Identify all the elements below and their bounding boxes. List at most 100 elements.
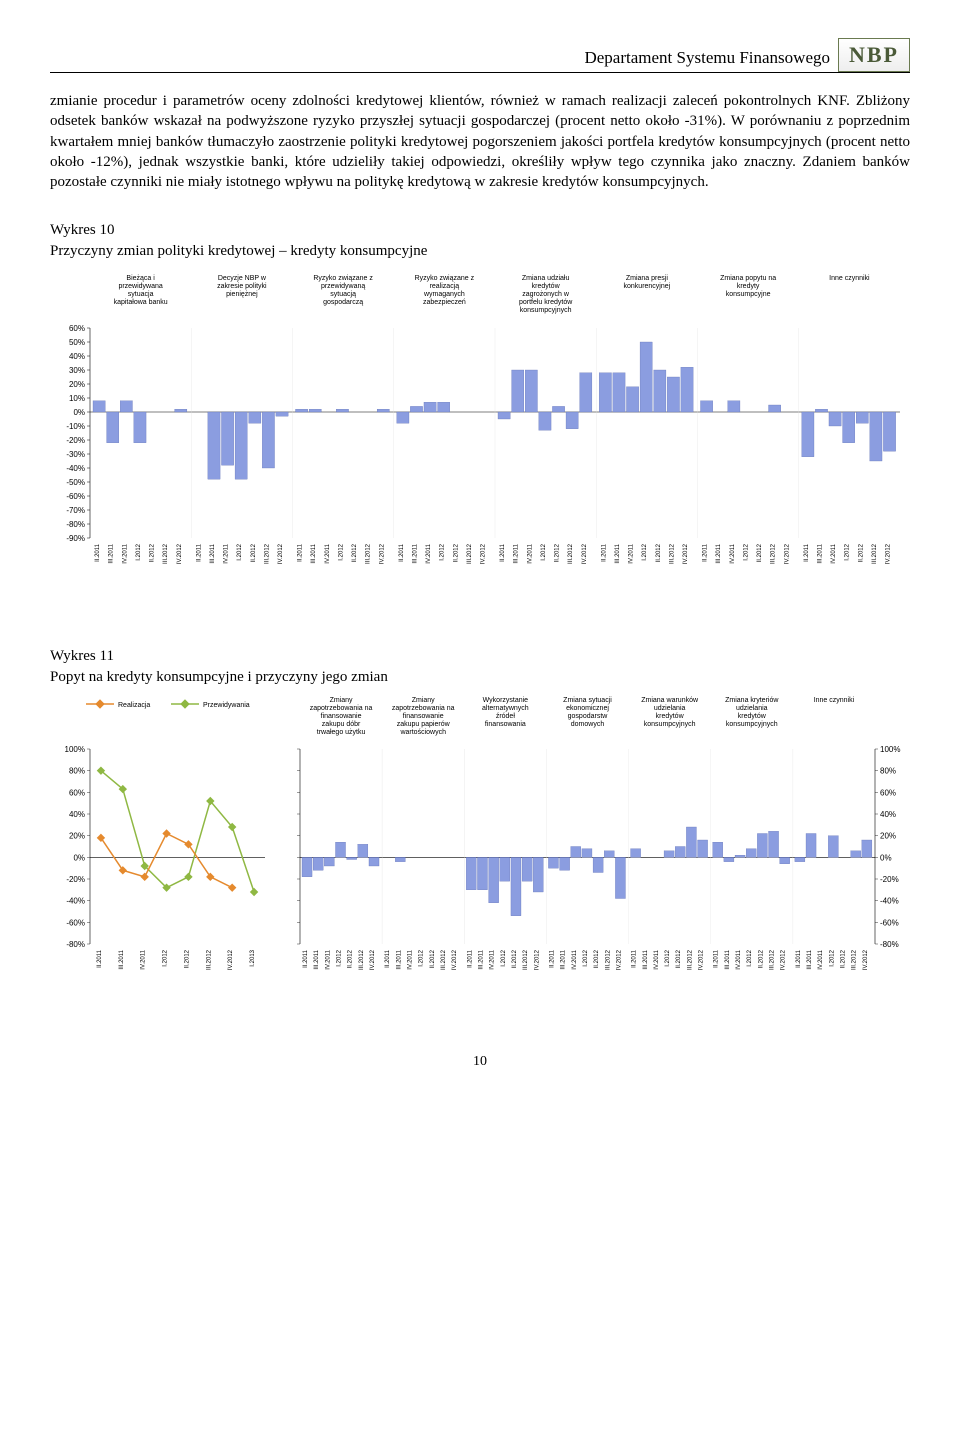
svg-text:przewidywana: przewidywana bbox=[118, 283, 162, 290]
svg-text:udzielania: udzielania bbox=[654, 705, 686, 712]
svg-text:zakresie polityki: zakresie polityki bbox=[217, 283, 267, 290]
svg-text:portfelu kredytów: portfelu kredytów bbox=[519, 299, 573, 306]
svg-text:-10%: -10% bbox=[66, 422, 85, 431]
svg-text:pieniężnej: pieniężnej bbox=[226, 291, 258, 298]
svg-text:II.2012: II.2012 bbox=[656, 544, 662, 563]
svg-text:I.2012: I.2012 bbox=[829, 950, 835, 967]
svg-text:II.2012: II.2012 bbox=[348, 950, 354, 969]
svg-text:III.2012: III.2012 bbox=[687, 950, 693, 971]
svg-text:Zmiany: Zmiany bbox=[330, 697, 353, 704]
department-name: Departament Systemu Finansowego bbox=[584, 48, 830, 68]
svg-text:IV.2012: IV.2012 bbox=[616, 950, 622, 971]
svg-text:wartościowych: wartościowych bbox=[399, 729, 446, 736]
svg-text:Ryzyko związane z: Ryzyko związane z bbox=[415, 275, 475, 282]
svg-text:0%: 0% bbox=[73, 854, 85, 863]
svg-text:II.2011: II.2011 bbox=[703, 544, 709, 563]
svg-text:I.2012: I.2012 bbox=[163, 950, 169, 967]
svg-text:IV.2012: IV.2012 bbox=[370, 950, 376, 971]
svg-text:II.2011: II.2011 bbox=[97, 950, 103, 969]
svg-text:II.2012: II.2012 bbox=[352, 544, 358, 563]
svg-text:IV.2012: IV.2012 bbox=[699, 950, 705, 971]
svg-text:zagrożonych w: zagrożonych w bbox=[522, 291, 570, 298]
svg-text:Ryzyko związane z: Ryzyko związane z bbox=[313, 275, 373, 282]
svg-text:III.2012: III.2012 bbox=[441, 950, 447, 971]
svg-text:Zmiana presji: Zmiana presji bbox=[626, 275, 668, 282]
svg-text:Zmiana sytuacji: Zmiana sytuacji bbox=[563, 697, 612, 704]
svg-text:IV.2011: IV.2011 bbox=[831, 544, 837, 564]
svg-text:alternatywnych: alternatywnych bbox=[482, 705, 529, 712]
svg-text:III.2012: III.2012 bbox=[852, 950, 858, 971]
svg-text:I.2012: I.2012 bbox=[136, 544, 142, 561]
svg-text:III.2012: III.2012 bbox=[568, 544, 574, 565]
svg-text:II.2012: II.2012 bbox=[594, 950, 600, 969]
svg-text:III.2012: III.2012 bbox=[523, 950, 529, 971]
svg-text:III.2012: III.2012 bbox=[872, 544, 878, 565]
svg-text:finansowania: finansowania bbox=[485, 721, 526, 728]
svg-text:konkurencyjnej: konkurencyjnej bbox=[624, 283, 671, 290]
svg-text:I.2012: I.2012 bbox=[440, 544, 446, 561]
chart-10-title: Wykres 10 Przyczyny zmian polityki kredy… bbox=[50, 222, 910, 260]
svg-text:zapotrzebowania na: zapotrzebowania na bbox=[392, 705, 455, 712]
svg-text:IV.2011: IV.2011 bbox=[654, 950, 660, 970]
svg-text:IV.2011: IV.2011 bbox=[141, 950, 147, 970]
svg-text:100%: 100% bbox=[65, 745, 85, 754]
svg-text:IV.2011: IV.2011 bbox=[325, 544, 331, 564]
svg-text:gospodarstw: gospodarstw bbox=[568, 713, 609, 720]
svg-text:III.2011: III.2011 bbox=[396, 950, 402, 970]
svg-text:IV.2012: IV.2012 bbox=[534, 950, 540, 971]
svg-text:III.2012: III.2012 bbox=[366, 544, 372, 565]
body-paragraph: zmianie procedur i parametrów oceny zdol… bbox=[50, 91, 910, 192]
svg-text:III.2011: III.2011 bbox=[615, 544, 621, 564]
svg-text:kredytów: kredytów bbox=[656, 713, 685, 720]
svg-text:IV.2012: IV.2012 bbox=[228, 950, 234, 971]
svg-text:IV.2011: IV.2011 bbox=[736, 950, 742, 970]
svg-text:40%: 40% bbox=[69, 810, 85, 819]
svg-text:I.2012: I.2012 bbox=[338, 544, 344, 561]
svg-text:IV.2011: IV.2011 bbox=[122, 544, 128, 564]
svg-text:sytuacja: sytuacja bbox=[128, 291, 154, 298]
svg-text:I.2012: I.2012 bbox=[642, 544, 648, 561]
svg-text:II.2012: II.2012 bbox=[841, 950, 847, 969]
svg-text:III.2011: III.2011 bbox=[412, 544, 418, 564]
svg-text:II.2012: II.2012 bbox=[757, 544, 763, 563]
svg-text:II.2011: II.2011 bbox=[714, 950, 720, 969]
svg-text:III.2012: III.2012 bbox=[264, 544, 270, 565]
svg-text:III.2011: III.2011 bbox=[314, 950, 320, 970]
svg-text:gospodarczą: gospodarczą bbox=[323, 299, 363, 306]
svg-text:-20%: -20% bbox=[880, 875, 899, 884]
svg-text:III.2012: III.2012 bbox=[163, 544, 169, 565]
svg-text:Przewidywania: Przewidywania bbox=[203, 702, 250, 709]
svg-text:II.2012: II.2012 bbox=[251, 544, 257, 563]
svg-text:I.2012: I.2012 bbox=[845, 544, 851, 561]
svg-text:II.2011: II.2011 bbox=[385, 950, 391, 969]
svg-text:IV.2012: IV.2012 bbox=[863, 950, 869, 971]
svg-text:Zmiana udziału: Zmiana udziału bbox=[522, 275, 570, 282]
svg-text:IV.2012: IV.2012 bbox=[481, 544, 487, 565]
svg-text:Bieżąca i: Bieżąca i bbox=[126, 275, 155, 282]
svg-text:III.2011: III.2011 bbox=[725, 950, 731, 970]
svg-text:Zmiana popytu na: Zmiana popytu na bbox=[720, 275, 776, 282]
svg-text:10%: 10% bbox=[69, 394, 85, 403]
svg-text:wymaganych: wymaganych bbox=[423, 291, 465, 298]
svg-text:III.2011: III.2011 bbox=[119, 950, 125, 970]
svg-text:kapitałowa banku: kapitałowa banku bbox=[114, 299, 168, 306]
svg-text:II.2012: II.2012 bbox=[453, 544, 459, 563]
svg-text:III.2012: III.2012 bbox=[770, 950, 776, 971]
svg-text:Zmiana kryteriów: Zmiana kryteriów bbox=[725, 697, 779, 704]
svg-text:-60%: -60% bbox=[66, 492, 85, 501]
svg-text:I.2012: I.2012 bbox=[337, 950, 343, 967]
svg-text:III.2012: III.2012 bbox=[771, 544, 777, 565]
svg-text:-70%: -70% bbox=[66, 506, 85, 515]
svg-text:zakupu papierów: zakupu papierów bbox=[397, 721, 451, 728]
svg-text:80%: 80% bbox=[69, 767, 85, 776]
figure-number: Wykres 10 bbox=[50, 222, 910, 239]
svg-text:I.2012: I.2012 bbox=[501, 950, 507, 967]
svg-text:-80%: -80% bbox=[66, 940, 85, 949]
svg-text:III.2012: III.2012 bbox=[605, 950, 611, 971]
svg-text:I.2012: I.2012 bbox=[583, 950, 589, 967]
svg-text:II.2011: II.2011 bbox=[196, 544, 202, 563]
svg-text:IV.2011: IV.2011 bbox=[490, 950, 496, 970]
svg-text:III.2011: III.2011 bbox=[817, 544, 823, 564]
svg-text:finansowanie: finansowanie bbox=[403, 713, 444, 720]
svg-text:kredytów: kredytów bbox=[738, 713, 767, 720]
